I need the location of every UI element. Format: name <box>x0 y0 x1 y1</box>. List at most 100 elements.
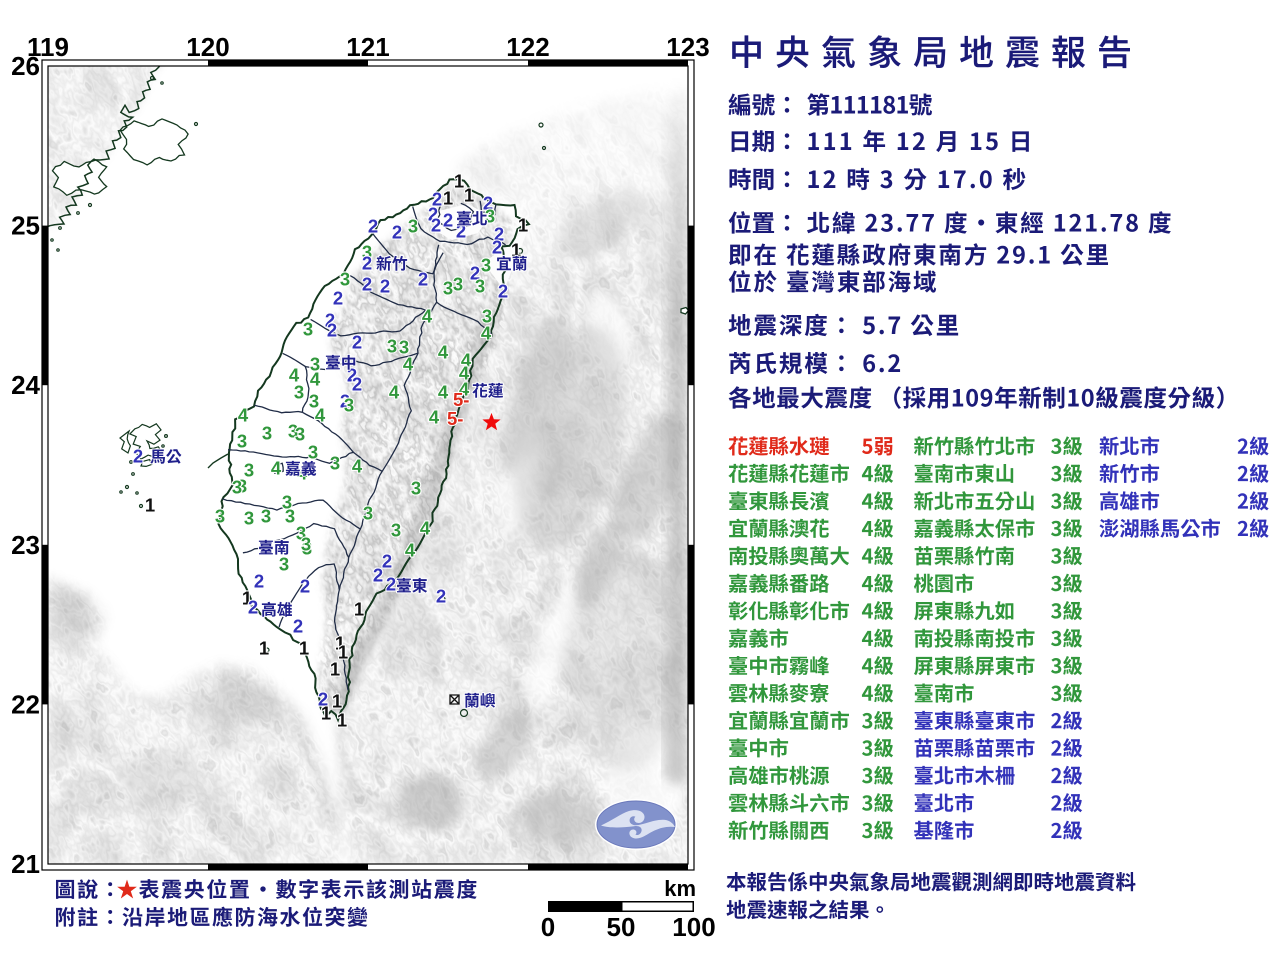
svg-text:1: 1 <box>145 495 155 516</box>
svg-text:3: 3 <box>294 382 304 403</box>
svg-text:0: 0 <box>541 912 555 942</box>
svg-text:3: 3 <box>232 477 242 498</box>
svg-text:1: 1 <box>454 171 464 192</box>
svg-text:2: 2 <box>318 689 328 710</box>
svg-text:3: 3 <box>310 354 320 375</box>
svg-text:3: 3 <box>261 506 271 527</box>
svg-text:1: 1 <box>330 659 340 680</box>
svg-text:4: 4 <box>405 540 416 561</box>
svg-text:2: 2 <box>300 576 310 597</box>
svg-text:1: 1 <box>464 185 474 206</box>
svg-text:2: 2 <box>382 551 392 572</box>
svg-text:2: 2 <box>418 269 428 290</box>
svg-text:3: 3 <box>244 508 254 529</box>
svg-text:2: 2 <box>293 616 303 637</box>
svg-text:4: 4 <box>271 458 282 479</box>
svg-text:1: 1 <box>338 642 348 663</box>
svg-text:3: 3 <box>340 269 350 290</box>
svg-text:50: 50 <box>607 912 636 942</box>
svg-text:121: 121 <box>346 32 389 62</box>
svg-text:3: 3 <box>295 424 305 445</box>
svg-text:3: 3 <box>282 492 292 513</box>
svg-text:3: 3 <box>453 274 463 295</box>
svg-text:4: 4 <box>289 365 300 386</box>
svg-text:2: 2 <box>470 263 480 284</box>
svg-text:2: 2 <box>368 216 378 237</box>
svg-text:4: 4 <box>429 407 440 428</box>
svg-text:4: 4 <box>310 369 321 390</box>
svg-text:1: 1 <box>354 599 364 620</box>
svg-text:2: 2 <box>432 189 442 210</box>
svg-text:3: 3 <box>399 337 409 358</box>
svg-text:3: 3 <box>262 423 272 444</box>
svg-text:4: 4 <box>238 405 249 426</box>
svg-text:2: 2 <box>340 391 350 412</box>
svg-text:23: 23 <box>11 530 40 560</box>
svg-text:2: 2 <box>494 224 504 245</box>
svg-text:3: 3 <box>411 478 421 499</box>
svg-text:4: 4 <box>459 363 470 384</box>
svg-text:2: 2 <box>431 215 441 236</box>
svg-text:4: 4 <box>352 456 363 477</box>
svg-text:2: 2 <box>386 574 396 595</box>
svg-text:100: 100 <box>672 912 715 942</box>
svg-text:3: 3 <box>344 395 354 416</box>
svg-text:1: 1 <box>242 588 252 609</box>
svg-text:3: 3 <box>296 523 306 544</box>
svg-text:3: 3 <box>481 255 491 276</box>
svg-text:2: 2 <box>436 586 446 607</box>
svg-text:1: 1 <box>321 703 331 724</box>
svg-text:3: 3 <box>288 421 298 442</box>
svg-text:4: 4 <box>315 405 326 426</box>
svg-text:2: 2 <box>133 446 143 467</box>
svg-text:4: 4 <box>389 382 400 403</box>
svg-text:22: 22 <box>11 689 40 719</box>
svg-text:4: 4 <box>403 354 414 375</box>
svg-text:2: 2 <box>248 597 258 618</box>
svg-text:4: 4 <box>422 306 433 327</box>
svg-text:2: 2 <box>483 193 493 214</box>
svg-text:3: 3 <box>302 538 312 559</box>
svg-text:3: 3 <box>285 506 295 527</box>
svg-text:4: 4 <box>481 323 492 344</box>
svg-text:1: 1 <box>518 215 528 236</box>
svg-text:1: 1 <box>299 638 309 659</box>
svg-text:2: 2 <box>492 237 502 258</box>
svg-text:123: 123 <box>666 32 709 62</box>
svg-text:2: 2 <box>352 332 362 353</box>
svg-text:3: 3 <box>279 554 289 575</box>
svg-text:2: 2 <box>254 571 264 592</box>
svg-text:2: 2 <box>333 288 343 309</box>
svg-text:3: 3 <box>482 306 492 327</box>
svg-text:4: 4 <box>459 379 470 400</box>
svg-text:2: 2 <box>392 222 402 243</box>
svg-text:2: 2 <box>380 276 390 297</box>
svg-text:1: 1 <box>259 638 269 659</box>
svg-text:120: 120 <box>186 32 229 62</box>
svg-text:3: 3 <box>330 453 340 474</box>
svg-text:3: 3 <box>309 391 319 412</box>
svg-text:3: 3 <box>237 476 247 497</box>
svg-text:26: 26 <box>11 51 40 81</box>
svg-text:119: 119 <box>27 32 69 62</box>
svg-text:3: 3 <box>301 534 311 555</box>
svg-text:1: 1 <box>443 188 453 209</box>
svg-text:3: 3 <box>303 319 313 340</box>
svg-text:2: 2 <box>352 374 362 395</box>
svg-text:km: km <box>664 876 696 901</box>
svg-text:4: 4 <box>438 342 449 363</box>
svg-text:2: 2 <box>498 281 508 302</box>
svg-text:24: 24 <box>11 370 40 400</box>
svg-text:1: 1 <box>337 710 347 731</box>
svg-text:2: 2 <box>373 565 383 586</box>
svg-text:2: 2 <box>325 310 335 331</box>
svg-text:3: 3 <box>244 460 254 481</box>
svg-text:3: 3 <box>215 506 225 527</box>
svg-text:3: 3 <box>408 216 418 237</box>
svg-text:122: 122 <box>506 32 549 62</box>
svg-text:21: 21 <box>11 849 40 879</box>
svg-text:3: 3 <box>475 276 485 297</box>
svg-text:4: 4 <box>461 350 472 371</box>
svg-text:3: 3 <box>391 520 401 541</box>
svg-text:2: 2 <box>362 274 372 295</box>
